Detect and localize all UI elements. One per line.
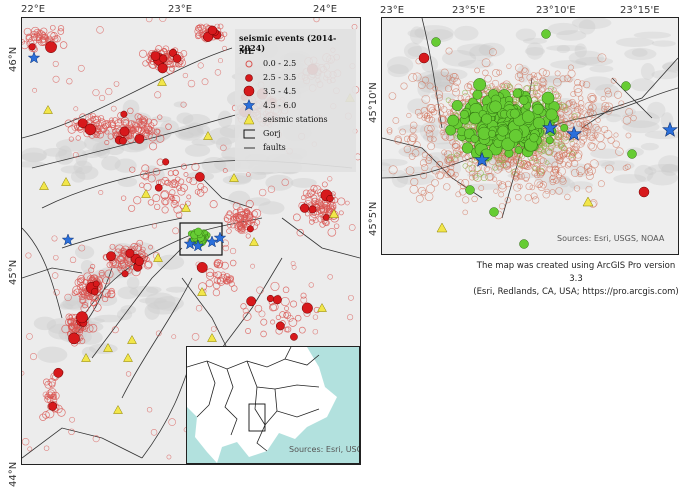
legend-gorj: Gorj bbox=[263, 129, 281, 138]
seismic-events-layer bbox=[22, 18, 360, 464]
locator-source: Sources: Esri, USGS, NOAA bbox=[289, 445, 359, 454]
inset-stars-layer bbox=[474, 119, 678, 167]
inset-map[interactable]: Sources: Esri, USGS, NOAA bbox=[381, 17, 679, 255]
inset-source: Sources: Esri, USGS, NOAA bbox=[557, 234, 665, 243]
lat-tick-44: 44°N bbox=[8, 461, 19, 487]
lon-tick-23: 23°E bbox=[168, 4, 193, 15]
legend-stations: seismic stations bbox=[263, 115, 328, 124]
inset-lon-tick-23-15: 23°15'E bbox=[620, 5, 660, 16]
legend-faults: faults bbox=[263, 143, 286, 152]
large-events-layer bbox=[27, 51, 227, 252]
star-icon bbox=[243, 99, 255, 111]
inset-stations-layer bbox=[436, 196, 594, 233]
lat-tick-45: 45°N bbox=[8, 259, 19, 285]
caption: The map was created using ArcGIS Pro ver… bbox=[470, 260, 682, 299]
lon-tick-24: 24°E bbox=[313, 4, 338, 15]
seismic-stations-layer bbox=[39, 76, 355, 414]
inset-lon-tick-23: 23°E bbox=[380, 5, 405, 16]
inset-map-canvas bbox=[382, 18, 678, 254]
legend-ml-label: ML bbox=[239, 46, 254, 56]
lon-tick-22: 22°E bbox=[21, 4, 46, 15]
box-icon bbox=[243, 129, 255, 139]
legend: seismic events (2014-2024) ML 0.0 - 2.5 … bbox=[235, 29, 356, 172]
locator-canvas bbox=[187, 347, 359, 463]
inset-lon-tick-23-10: 23°10'E bbox=[536, 5, 576, 16]
inset-lat-tick-45-10: 45°10'N bbox=[368, 82, 379, 123]
inset-lat-tick-45-5: 45°5'N bbox=[368, 201, 379, 236]
black-sea bbox=[217, 347, 359, 463]
lat-tick-46: 46°N bbox=[8, 46, 19, 72]
inset-green-events-layer bbox=[418, 29, 650, 249]
line-icon bbox=[244, 147, 255, 149]
legend-title: seismic events (2014-2024) bbox=[239, 33, 337, 53]
main-map[interactable]: seismic events (2014-2024) ML 0.0 - 2.5 … bbox=[21, 17, 361, 465]
country-borders bbox=[187, 347, 320, 452]
legend-symbol-medium bbox=[245, 74, 253, 82]
inset-lon-tick-23-5: 23°5'E bbox=[452, 5, 486, 16]
legend-symbol-small bbox=[245, 60, 253, 68]
locator-map[interactable]: Sources: Esri, USGS, NOAA bbox=[186, 346, 360, 464]
legend-symbol-large bbox=[243, 85, 255, 97]
extent-box bbox=[248, 403, 266, 432]
caption-line-1: The map was created using ArcGIS Pro ver… bbox=[476, 261, 676, 284]
legend-class-3: 3.5 - 4.5 bbox=[263, 87, 297, 96]
legend-class-2: 2.5 - 3.5 bbox=[263, 73, 297, 82]
triangle-icon bbox=[243, 113, 255, 125]
adriatic-sea bbox=[187, 407, 217, 463]
caption-line-2: (Esri, Redlands, CA, USA; https://pro.ar… bbox=[473, 287, 679, 297]
legend-class-4: 4.5 - 6.0 bbox=[263, 101, 297, 110]
legend-class-1: 0.0 - 2.5 bbox=[263, 59, 297, 68]
